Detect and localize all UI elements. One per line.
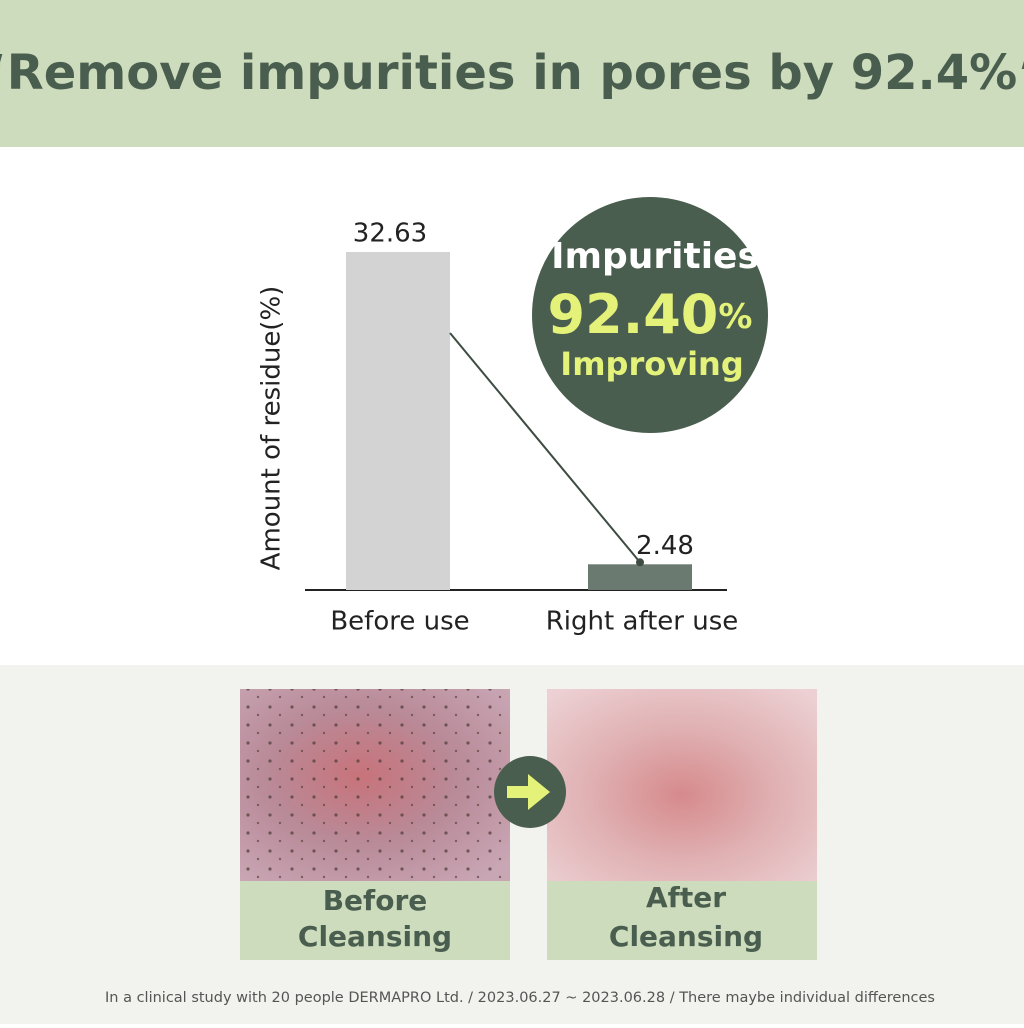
photo-after: After Cleansing xyxy=(547,689,817,960)
value-label: 2.48 xyxy=(636,531,694,561)
bar xyxy=(588,564,692,590)
x-tick-label: Right after use xyxy=(546,607,739,637)
photo-area xyxy=(0,665,1024,1024)
photo-label: Cleansing xyxy=(298,920,452,953)
photo-label-band xyxy=(240,881,510,960)
footnote: In a clinical study with 20 people DERMA… xyxy=(105,990,935,1006)
chart-area xyxy=(0,147,1024,665)
photo-label: After xyxy=(646,881,726,914)
badge-unit: % xyxy=(718,297,752,337)
photo-before: Before Cleansing xyxy=(240,689,510,960)
connector-dot xyxy=(636,558,644,567)
photo-texture xyxy=(240,689,510,881)
badge-caption: Improving xyxy=(560,345,743,383)
connector-line xyxy=(449,332,641,563)
badge-title: Impurities xyxy=(551,236,759,277)
photo-label: Cleansing xyxy=(609,920,763,953)
header-band xyxy=(0,0,1024,147)
photo-label-band xyxy=(547,881,817,960)
x-tick-label: Before use xyxy=(330,607,469,637)
badge-number: 92.40 xyxy=(548,283,719,346)
y-axis-label: Amount of residue(%) xyxy=(257,286,287,571)
badge-value: 92.40% xyxy=(548,283,753,346)
photo-label: Before xyxy=(323,884,428,917)
photo-image xyxy=(547,689,817,881)
badge-circle xyxy=(532,197,768,433)
header-title: “Remove impurities in pores by 92.4%” xyxy=(0,45,1024,101)
badge: Impurities 92.40% Improving xyxy=(532,197,768,433)
bar xyxy=(346,252,450,590)
chart: Amount of residue(%) 32.63 Before use 2.48… xyxy=(257,219,739,637)
value-label: 32.63 xyxy=(353,219,427,249)
arrow xyxy=(507,774,550,810)
arrow-icon xyxy=(494,756,566,828)
